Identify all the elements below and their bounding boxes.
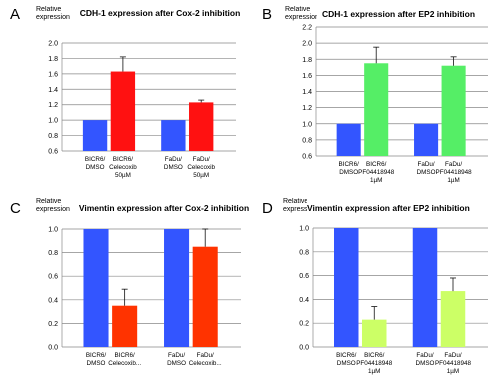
bar	[164, 229, 190, 347]
bar	[161, 120, 186, 151]
bar	[334, 228, 359, 347]
x-category-label: Celecoxib	[187, 164, 215, 171]
x-category-label: BICR6/	[364, 352, 385, 359]
x-category-label: DMSO	[86, 164, 105, 171]
chart-title: CDH-1 expression after EP2 inhibition	[322, 9, 476, 19]
x-category-label: DMSO	[339, 169, 358, 176]
x-category-label: Celecoxib	[109, 164, 137, 171]
x-category-label: 50µM	[115, 172, 131, 179]
y-tick-label: 0.4	[48, 297, 58, 304]
x-category-label: BICR6/	[85, 156, 106, 163]
y-tick-label: 0.4	[299, 297, 309, 304]
x-category-label: 1µM	[370, 177, 382, 184]
chart-title: Vimentin expression after Cox-2 inhibiti…	[78, 203, 250, 213]
bar	[82, 120, 108, 151]
y-axis-label: Relative expression	[36, 198, 70, 213]
x-category-label: DMSO	[416, 360, 435, 367]
y-tick-label: 1.6	[302, 73, 312, 80]
y-tick-label: 2.2	[302, 25, 312, 32]
bar	[112, 305, 138, 347]
x-category-label: BICR6/	[366, 161, 387, 168]
y-axis-label: Relative expression	[36, 6, 70, 21]
x-category-label: FaDu/	[444, 352, 461, 359]
y-tick-label: 0.6	[299, 273, 309, 280]
panel-letter: B	[262, 6, 273, 23]
y-tick-label: 0.8	[48, 133, 58, 140]
x-category-label: BICR6/	[115, 352, 136, 359]
panel-letter: C	[10, 200, 21, 217]
bar	[336, 123, 361, 156]
y-tick-label: 0.8	[302, 137, 312, 144]
chart-title: CDH-1 expression after Cox-2 inhibition	[79, 8, 241, 18]
bar	[110, 71, 136, 151]
y-tick-label: 1.4	[302, 89, 312, 96]
chart-title: Vimentin expression after EP2 inhibition	[307, 203, 470, 213]
x-category-label: FaDu/	[416, 352, 433, 359]
y-tick-label: 0.0	[299, 345, 309, 352]
x-category-label: Celecoxib...	[108, 360, 141, 367]
panel-letter: D	[262, 200, 273, 217]
x-category-label: BICR6/	[336, 352, 357, 359]
x-category-label: FaDu/	[418, 161, 435, 168]
x-category-label: 50µM	[193, 172, 209, 179]
x-category-label: PF04418948	[435, 360, 472, 367]
y-tick-label: 1.8	[302, 57, 312, 64]
x-category-label: Celecoxib...	[189, 360, 222, 367]
y-tick-label: 1.2	[48, 102, 58, 109]
y-tick-label: 2.0	[48, 41, 58, 48]
x-category-label: DMSO	[164, 164, 183, 171]
bar	[412, 228, 438, 347]
y-tick-label: 1.6	[48, 71, 58, 78]
y-axis-label: Relative expression	[283, 198, 307, 213]
y-tick-label: 0.8	[48, 250, 58, 257]
y-tick-label: 1.2	[302, 105, 312, 112]
x-category-label: FaDu/	[197, 352, 214, 359]
y-tick-label: 1.8	[48, 56, 58, 63]
x-category-label: BICR6/	[339, 161, 360, 168]
bar	[440, 291, 466, 347]
y-tick-label: 0.6	[302, 154, 312, 161]
x-category-label: 1µM	[447, 177, 459, 184]
x-category-label: DMSO	[167, 360, 186, 367]
x-category-label: FaDu/	[165, 156, 182, 163]
x-category-label: PF04418948	[356, 360, 393, 367]
bar	[364, 63, 389, 156]
y-tick-label: 1.0	[48, 118, 58, 125]
y-tick-label: 0.2	[299, 321, 309, 328]
bar	[441, 65, 466, 156]
y-tick-label: 2.0	[302, 41, 312, 48]
x-category-label: 1µM	[447, 368, 459, 375]
x-category-label: BICR6/	[86, 352, 107, 359]
bar	[362, 319, 387, 347]
x-category-label: 1µM	[368, 368, 380, 375]
y-tick-label: 0.0	[48, 345, 58, 352]
x-category-label: FaDu/	[445, 161, 462, 168]
bar	[414, 123, 439, 156]
x-category-label: PF04418948	[358, 169, 395, 176]
x-category-label: FaDu/	[193, 156, 210, 163]
x-category-label: DMSO	[87, 360, 106, 367]
y-tick-label: 1.0	[302, 121, 312, 128]
x-category-label: DMSO	[337, 360, 356, 367]
panel-letter: A	[10, 6, 21, 23]
y-tick-label: 1.0	[299, 226, 309, 233]
y-tick-label: 0.8	[299, 249, 309, 256]
y-tick-label: 1.0	[48, 227, 58, 234]
x-category-label: BICR6/	[113, 156, 134, 163]
x-category-label: FaDu/	[168, 352, 185, 359]
y-tick-label: 0.6	[48, 274, 58, 281]
y-tick-label: 0.2	[48, 321, 58, 328]
x-category-label: DMSO	[417, 169, 436, 176]
x-category-label: PF04418948	[436, 169, 473, 176]
bar	[189, 102, 214, 151]
y-axis-label: Relative expression	[285, 6, 317, 21]
bar	[83, 229, 109, 347]
bar	[192, 246, 218, 347]
y-tick-label: 1.4	[48, 87, 58, 94]
y-tick-label: 0.6	[48, 149, 58, 156]
